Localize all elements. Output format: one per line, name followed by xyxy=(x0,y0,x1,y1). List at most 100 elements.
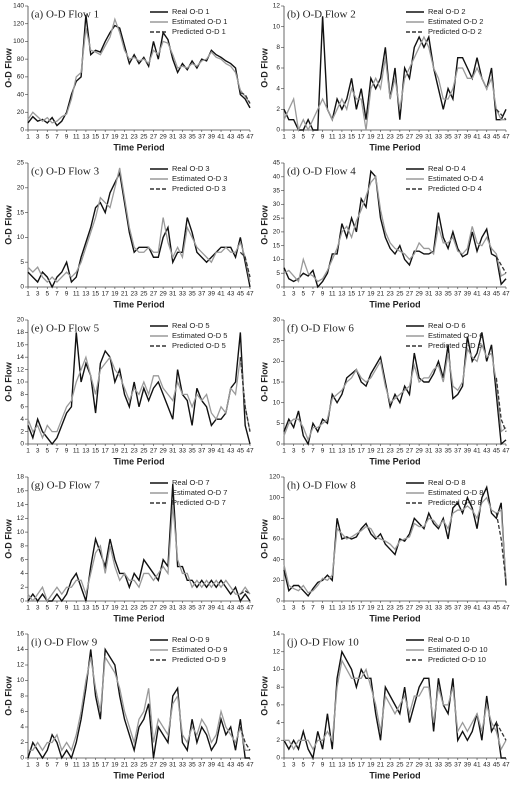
x-tick-label: 7 xyxy=(55,448,59,455)
y-tick-label: 2 xyxy=(276,106,280,113)
x-tick-label: 25 xyxy=(140,605,148,612)
y-tick-label: 16 xyxy=(17,342,25,349)
x-tick-label: 9 xyxy=(321,134,325,141)
x-tick-label: 1 xyxy=(282,605,286,612)
legend-label: Predicted O-D 5 xyxy=(172,341,226,350)
x-tick-label: 3 xyxy=(36,291,40,298)
x-tick-label: 45 xyxy=(493,448,501,455)
series-line xyxy=(27,17,251,124)
y-tick-label: 2 xyxy=(20,739,24,746)
x-tick-label: 25 xyxy=(140,134,148,141)
y-tick-label: 100 xyxy=(269,494,280,501)
y-tick-label: 4 xyxy=(20,724,24,731)
y-tick-label: 6 xyxy=(276,702,280,709)
x-tick-label: 37 xyxy=(198,134,206,141)
y-tick-label: 14 xyxy=(17,501,25,508)
y-tick-label: 5 xyxy=(276,420,280,427)
x-tick-label: 7 xyxy=(311,134,315,141)
x-tick-label: 29 xyxy=(416,605,424,612)
x-tick-label: 29 xyxy=(416,448,424,455)
x-tick-label: 23 xyxy=(387,448,395,455)
x-tick-label: 35 xyxy=(188,605,196,612)
y-tick-label: 10 xyxy=(17,379,25,386)
series-line xyxy=(239,251,251,278)
y-axis-label: O-D Flow xyxy=(3,204,13,244)
x-tick-label: 39 xyxy=(464,134,472,141)
x-tick-label: 27 xyxy=(150,291,158,298)
x-tick-label: 39 xyxy=(208,448,216,455)
y-tick-label: 20 xyxy=(273,577,281,584)
x-tick-label: 7 xyxy=(55,762,59,769)
legend-label: Estimated O-D 3 xyxy=(172,174,227,183)
x-tick-label: 13 xyxy=(82,291,90,298)
x-tick-label: 27 xyxy=(150,605,158,612)
x-tick-label: 27 xyxy=(150,762,158,769)
x-tick-label: 19 xyxy=(367,291,375,298)
series-line xyxy=(283,16,507,131)
x-tick-label: 37 xyxy=(454,134,462,141)
x-tick-label: 45 xyxy=(237,291,245,298)
y-tick-label: 16 xyxy=(17,631,25,638)
x-tick-label: 43 xyxy=(483,448,491,455)
legend-label: Real O-D 8 xyxy=(428,478,466,487)
x-tick-label: 41 xyxy=(473,291,481,298)
series-line xyxy=(239,357,251,432)
x-tick-label: 21 xyxy=(377,134,385,141)
annotation: (a) O-D Flow 1 xyxy=(31,9,99,21)
y-tick-label: 8 xyxy=(20,543,24,550)
x-tick-label: 25 xyxy=(396,762,404,769)
y-tick-label: 15 xyxy=(17,209,25,216)
x-tick-label: 5 xyxy=(301,448,305,455)
x-tick-label: 17 xyxy=(102,134,110,141)
y-tick-label: 100 xyxy=(13,38,24,45)
x-tick-label: 5 xyxy=(45,762,49,769)
x-tick-label: 19 xyxy=(111,291,119,298)
y-tick-label: 8 xyxy=(276,44,280,51)
x-tick-label: 17 xyxy=(358,134,366,141)
y-tick-label: 0 xyxy=(20,127,24,134)
x-tick-label: 3 xyxy=(36,605,40,612)
x-tick-label: 41 xyxy=(217,134,225,141)
y-tick-label: 10 xyxy=(17,529,25,536)
y-tick-label: 6 xyxy=(20,708,24,715)
x-axis-label: Time Period xyxy=(113,456,164,466)
y-tick-label: 6 xyxy=(20,556,24,563)
y-tick-label: 40 xyxy=(273,556,281,563)
x-tick-label: 47 xyxy=(246,291,254,298)
y-tick-label: 20 xyxy=(273,358,281,365)
x-axis-label: Time Period xyxy=(113,299,164,309)
legend-label: Estimated O-D 2 xyxy=(428,17,483,26)
x-tick-label: 33 xyxy=(435,134,443,141)
x-tick-label: 13 xyxy=(338,291,346,298)
series-line xyxy=(28,655,250,752)
annotation: (d) O-D Flow 4 xyxy=(287,166,356,178)
x-tick-label: 37 xyxy=(198,448,206,455)
y-tick-label: 4 xyxy=(20,570,24,577)
x-tick-label: 1 xyxy=(282,448,286,455)
y-tick-label: 14 xyxy=(17,354,25,361)
x-tick-label: 27 xyxy=(406,291,414,298)
x-tick-label: 17 xyxy=(358,762,366,769)
x-tick-label: 1 xyxy=(26,291,30,298)
x-tick-label: 1 xyxy=(282,762,286,769)
x-tick-label: 15 xyxy=(348,762,356,769)
x-tick-label: 37 xyxy=(198,762,206,769)
x-tick-label: 13 xyxy=(82,134,90,141)
x-tick-label: 33 xyxy=(179,762,187,769)
x-tick-label: 31 xyxy=(425,605,433,612)
x-tick-label: 5 xyxy=(301,762,305,769)
x-tick-label: 37 xyxy=(198,291,206,298)
series-line xyxy=(27,483,251,603)
x-tick-label: 35 xyxy=(444,134,452,141)
series-line xyxy=(27,170,251,289)
series-line xyxy=(239,589,251,595)
x-tick-label: 45 xyxy=(493,134,501,141)
x-tick-label: 43 xyxy=(227,291,235,298)
series-line xyxy=(27,355,251,440)
y-tick-label: 16 xyxy=(17,487,25,494)
x-tick-label: 1 xyxy=(282,291,286,298)
y-tick-label: 0 xyxy=(20,598,24,605)
x-tick-label: 13 xyxy=(338,448,346,455)
y-tick-label: 10 xyxy=(17,677,25,684)
x-tick-label: 1 xyxy=(26,134,30,141)
